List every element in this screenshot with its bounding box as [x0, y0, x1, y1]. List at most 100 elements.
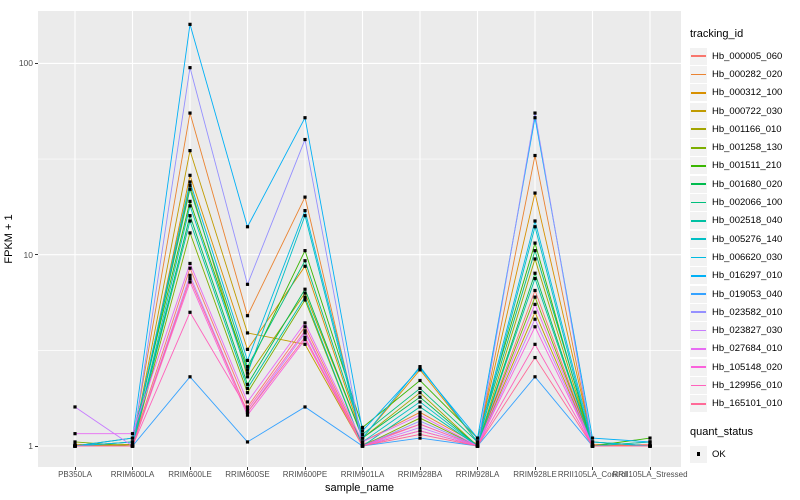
data-point	[418, 413, 422, 417]
data-point	[533, 116, 537, 120]
data-point	[130, 440, 135, 444]
data-point	[533, 302, 537, 306]
data-point	[418, 400, 422, 404]
data-point	[303, 287, 307, 291]
data-point	[303, 116, 307, 120]
data-point	[188, 214, 192, 218]
legend-item-label: Hb_001680_020	[712, 178, 783, 190]
data-point	[188, 266, 192, 270]
data-point	[475, 442, 480, 446]
data-point	[475, 436, 480, 440]
data-point	[475, 440, 480, 444]
y-tick-mark	[35, 254, 38, 256]
legend-item-label: Hb_019053_040	[712, 288, 783, 300]
data-point	[303, 295, 307, 299]
legend-item-label: Hb_006620_030	[712, 251, 783, 263]
data-point	[73, 444, 77, 448]
legend-key-line	[691, 219, 706, 222]
quant-key-swatch	[690, 445, 707, 463]
legend-item-label: Hb_000722_030	[712, 105, 783, 117]
legend-key-line	[691, 146, 706, 149]
legend-key-swatch	[690, 212, 707, 230]
x-tick-mark	[477, 467, 478, 470]
legend-title-quant-status: quant_status	[690, 425, 753, 438]
data-point	[303, 342, 307, 346]
data-point	[648, 436, 652, 440]
legend-item: Hb_001680_020	[690, 175, 798, 193]
x-tick-mark	[189, 467, 191, 470]
data-point	[533, 342, 537, 346]
legend-key-swatch	[690, 65, 707, 83]
data-point	[245, 391, 250, 395]
data-point	[533, 225, 537, 229]
data-point	[418, 432, 422, 436]
legend-key-swatch	[690, 102, 707, 120]
data-point	[303, 195, 307, 199]
data-point	[130, 444, 135, 448]
data-point	[533, 355, 537, 360]
data-point	[418, 436, 422, 440]
data-point	[188, 204, 192, 208]
legend-key-line	[691, 110, 706, 112]
legend: tracking_id Hb_000005_060 Hb_000282_020 Hb…	[690, 28, 798, 463]
data-point	[245, 413, 250, 417]
data-point	[360, 429, 365, 433]
data-point	[360, 425, 365, 430]
legend-item: Hb_105148_020	[690, 358, 798, 376]
data-point	[648, 442, 652, 446]
data-point	[188, 180, 192, 184]
y-tick-mark	[35, 445, 38, 447]
x-tick-label: RRIM928LA	[455, 470, 500, 479]
data-point	[360, 440, 365, 444]
x-tick-mark	[649, 467, 651, 470]
data-point	[418, 378, 422, 383]
legend-key-swatch	[690, 194, 707, 212]
quant-status-item: OK	[690, 445, 798, 463]
legend-item-label: Hb_105148_020	[712, 361, 783, 373]
data-point	[533, 257, 537, 261]
legend-item-label: Hb_001258_130	[712, 142, 783, 154]
data-point	[303, 209, 307, 213]
data-point	[245, 368, 250, 372]
data-point	[130, 432, 135, 436]
x-tick-mark	[592, 467, 593, 470]
legend-key-swatch	[690, 230, 707, 248]
legend-key-swatch	[690, 139, 707, 157]
data-point	[303, 321, 307, 325]
quant-status-label: OK	[712, 448, 726, 460]
data-point	[590, 440, 595, 444]
legend-item: Hb_027684_010	[690, 340, 798, 358]
legend-key-line	[691, 73, 706, 76]
data-point	[303, 335, 307, 339]
data-point	[188, 187, 192, 191]
plot-canvas	[38, 11, 681, 467]
data-point	[418, 391, 422, 395]
data-point	[418, 386, 422, 391]
legend-entries: Hb_000005_060 Hb_000282_020 Hb_000312_100 H…	[690, 47, 798, 413]
legend-key-swatch	[690, 84, 707, 102]
y-tick-mark	[35, 62, 38, 64]
data-point	[475, 444, 480, 448]
data-point	[533, 241, 537, 245]
data-point	[188, 66, 192, 70]
legend-key-swatch	[690, 376, 707, 394]
x-tick-label: RRIM901LA	[340, 470, 385, 479]
x-tick-label: RRIM600PE	[282, 470, 328, 479]
data-point	[533, 375, 537, 379]
legend-key-line	[691, 256, 706, 259]
data-point	[245, 365, 250, 369]
data-point	[245, 375, 250, 379]
legend-item-label: Hb_001166_010	[712, 123, 782, 135]
data-point	[533, 111, 537, 115]
data-point	[303, 259, 307, 263]
data-point	[533, 153, 537, 158]
legend-item-label: Hb_027684_010	[712, 343, 783, 355]
data-point	[245, 410, 250, 414]
data-point	[418, 405, 422, 409]
legend-item: Hb_023582_010	[690, 303, 798, 321]
legend-key-line	[691, 165, 706, 167]
x-tick-mark	[132, 467, 133, 470]
legend-item: Hb_129956_010	[690, 376, 798, 394]
data-point	[245, 440, 250, 444]
